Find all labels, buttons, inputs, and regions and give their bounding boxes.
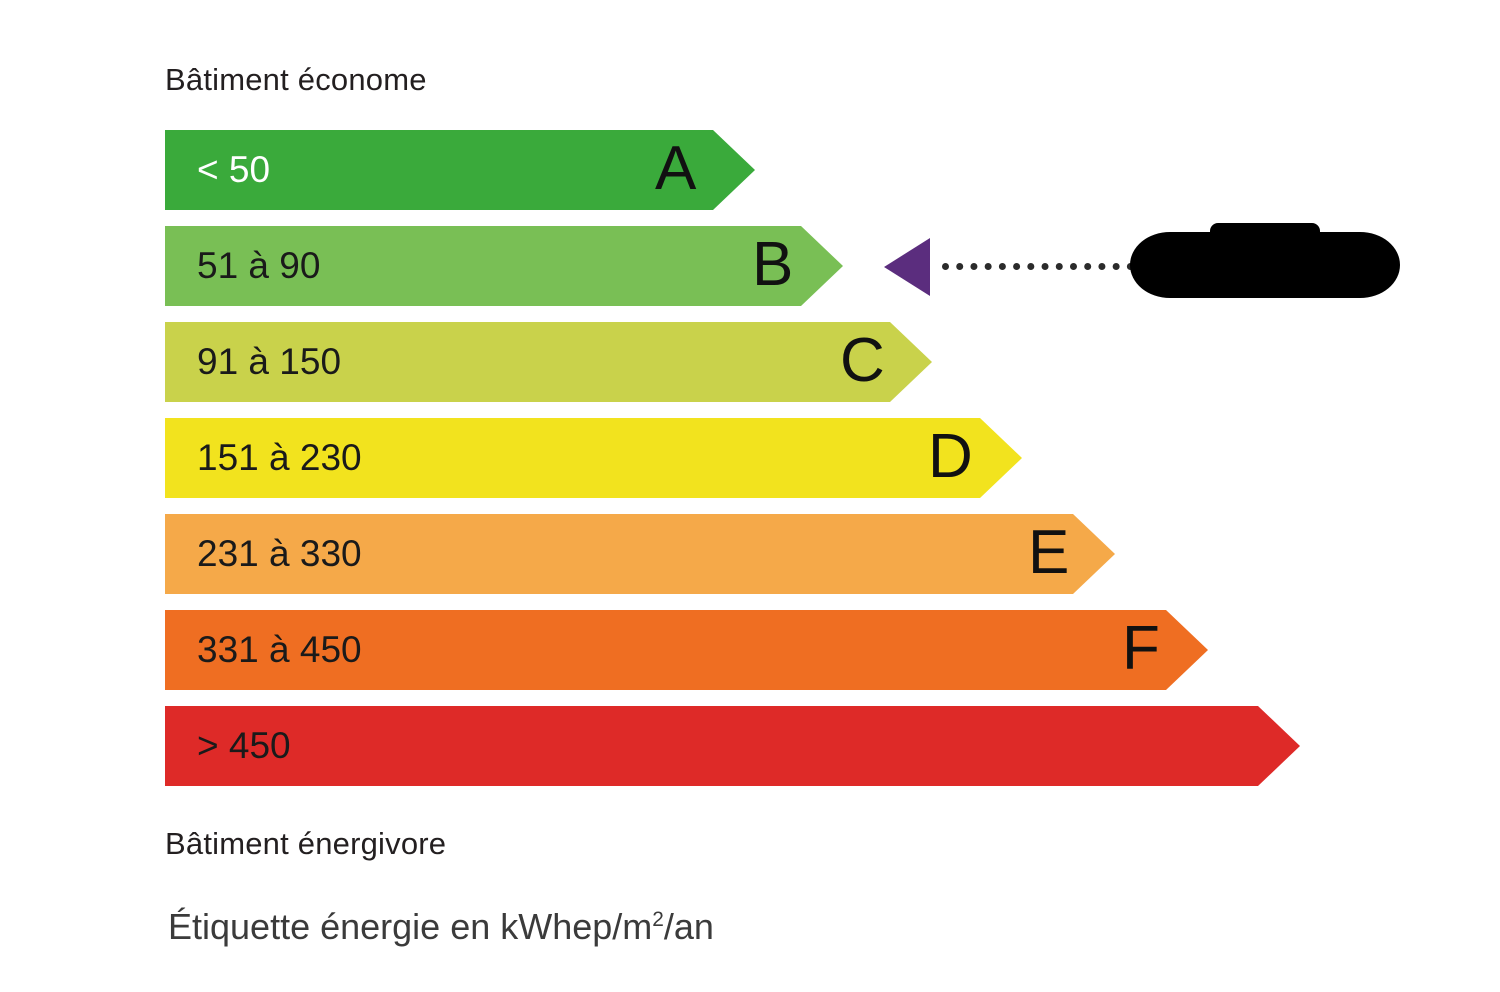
band-letter-f: F — [1122, 614, 1160, 683]
band-arrow-shape — [165, 706, 1300, 786]
unit-caption-suffix: /an — [663, 906, 714, 947]
band-range-label: > 450 — [197, 725, 291, 766]
energy-band-b: 51 à 90 B — [165, 226, 843, 306]
band-range-label: 91 à 150 — [197, 341, 342, 382]
energy-band-a: < 50 A — [165, 130, 755, 210]
unit-caption-text: Étiquette énergie en kWhep/m — [168, 906, 653, 947]
band-letter-d: D — [928, 422, 973, 491]
pointer-dotted-line — [942, 263, 1134, 270]
energy-band-c: 91 à 150 C — [165, 322, 932, 402]
band-arrow-shape — [165, 130, 755, 210]
band-arrow-shape — [165, 610, 1208, 690]
band-range-label: < 50 — [197, 149, 271, 190]
energy-hungry-building-caption: Bâtiment énergivore — [165, 826, 447, 861]
band-arrow-shape — [165, 322, 932, 402]
band-letter-e: E — [1028, 518, 1070, 587]
band-arrow-shape — [165, 514, 1115, 594]
band-range-label: 231 à 330 — [197, 533, 362, 574]
economical-building-caption: Bâtiment économe — [165, 62, 427, 97]
pointer-arrow-icon — [884, 238, 930, 296]
energy-band-d: 151 à 230 D — [165, 418, 1022, 498]
band-arrow-shape — [165, 226, 843, 306]
band-range-label: 331 à 450 — [197, 629, 362, 670]
band-letter-b: B — [752, 230, 794, 299]
band-arrow-shape — [165, 418, 1022, 498]
redacted-value-blob — [1130, 223, 1400, 298]
energy-band-g: > 450 — [165, 706, 1300, 786]
band-range-label: 151 à 230 — [197, 437, 362, 478]
band-range-label: 51 à 90 — [197, 245, 321, 286]
energy-band-e: 231 à 330 E — [165, 514, 1115, 594]
unit-caption-superscript: 2 — [652, 908, 664, 931]
band-letter-a: A — [655, 134, 697, 203]
unit-caption: Étiquette énergie en kWhep/m2/an — [168, 906, 714, 948]
band-letter-c: C — [840, 326, 885, 395]
energy-band-f: 331 à 450 F — [165, 610, 1208, 690]
redaction-bump — [1210, 223, 1320, 243]
